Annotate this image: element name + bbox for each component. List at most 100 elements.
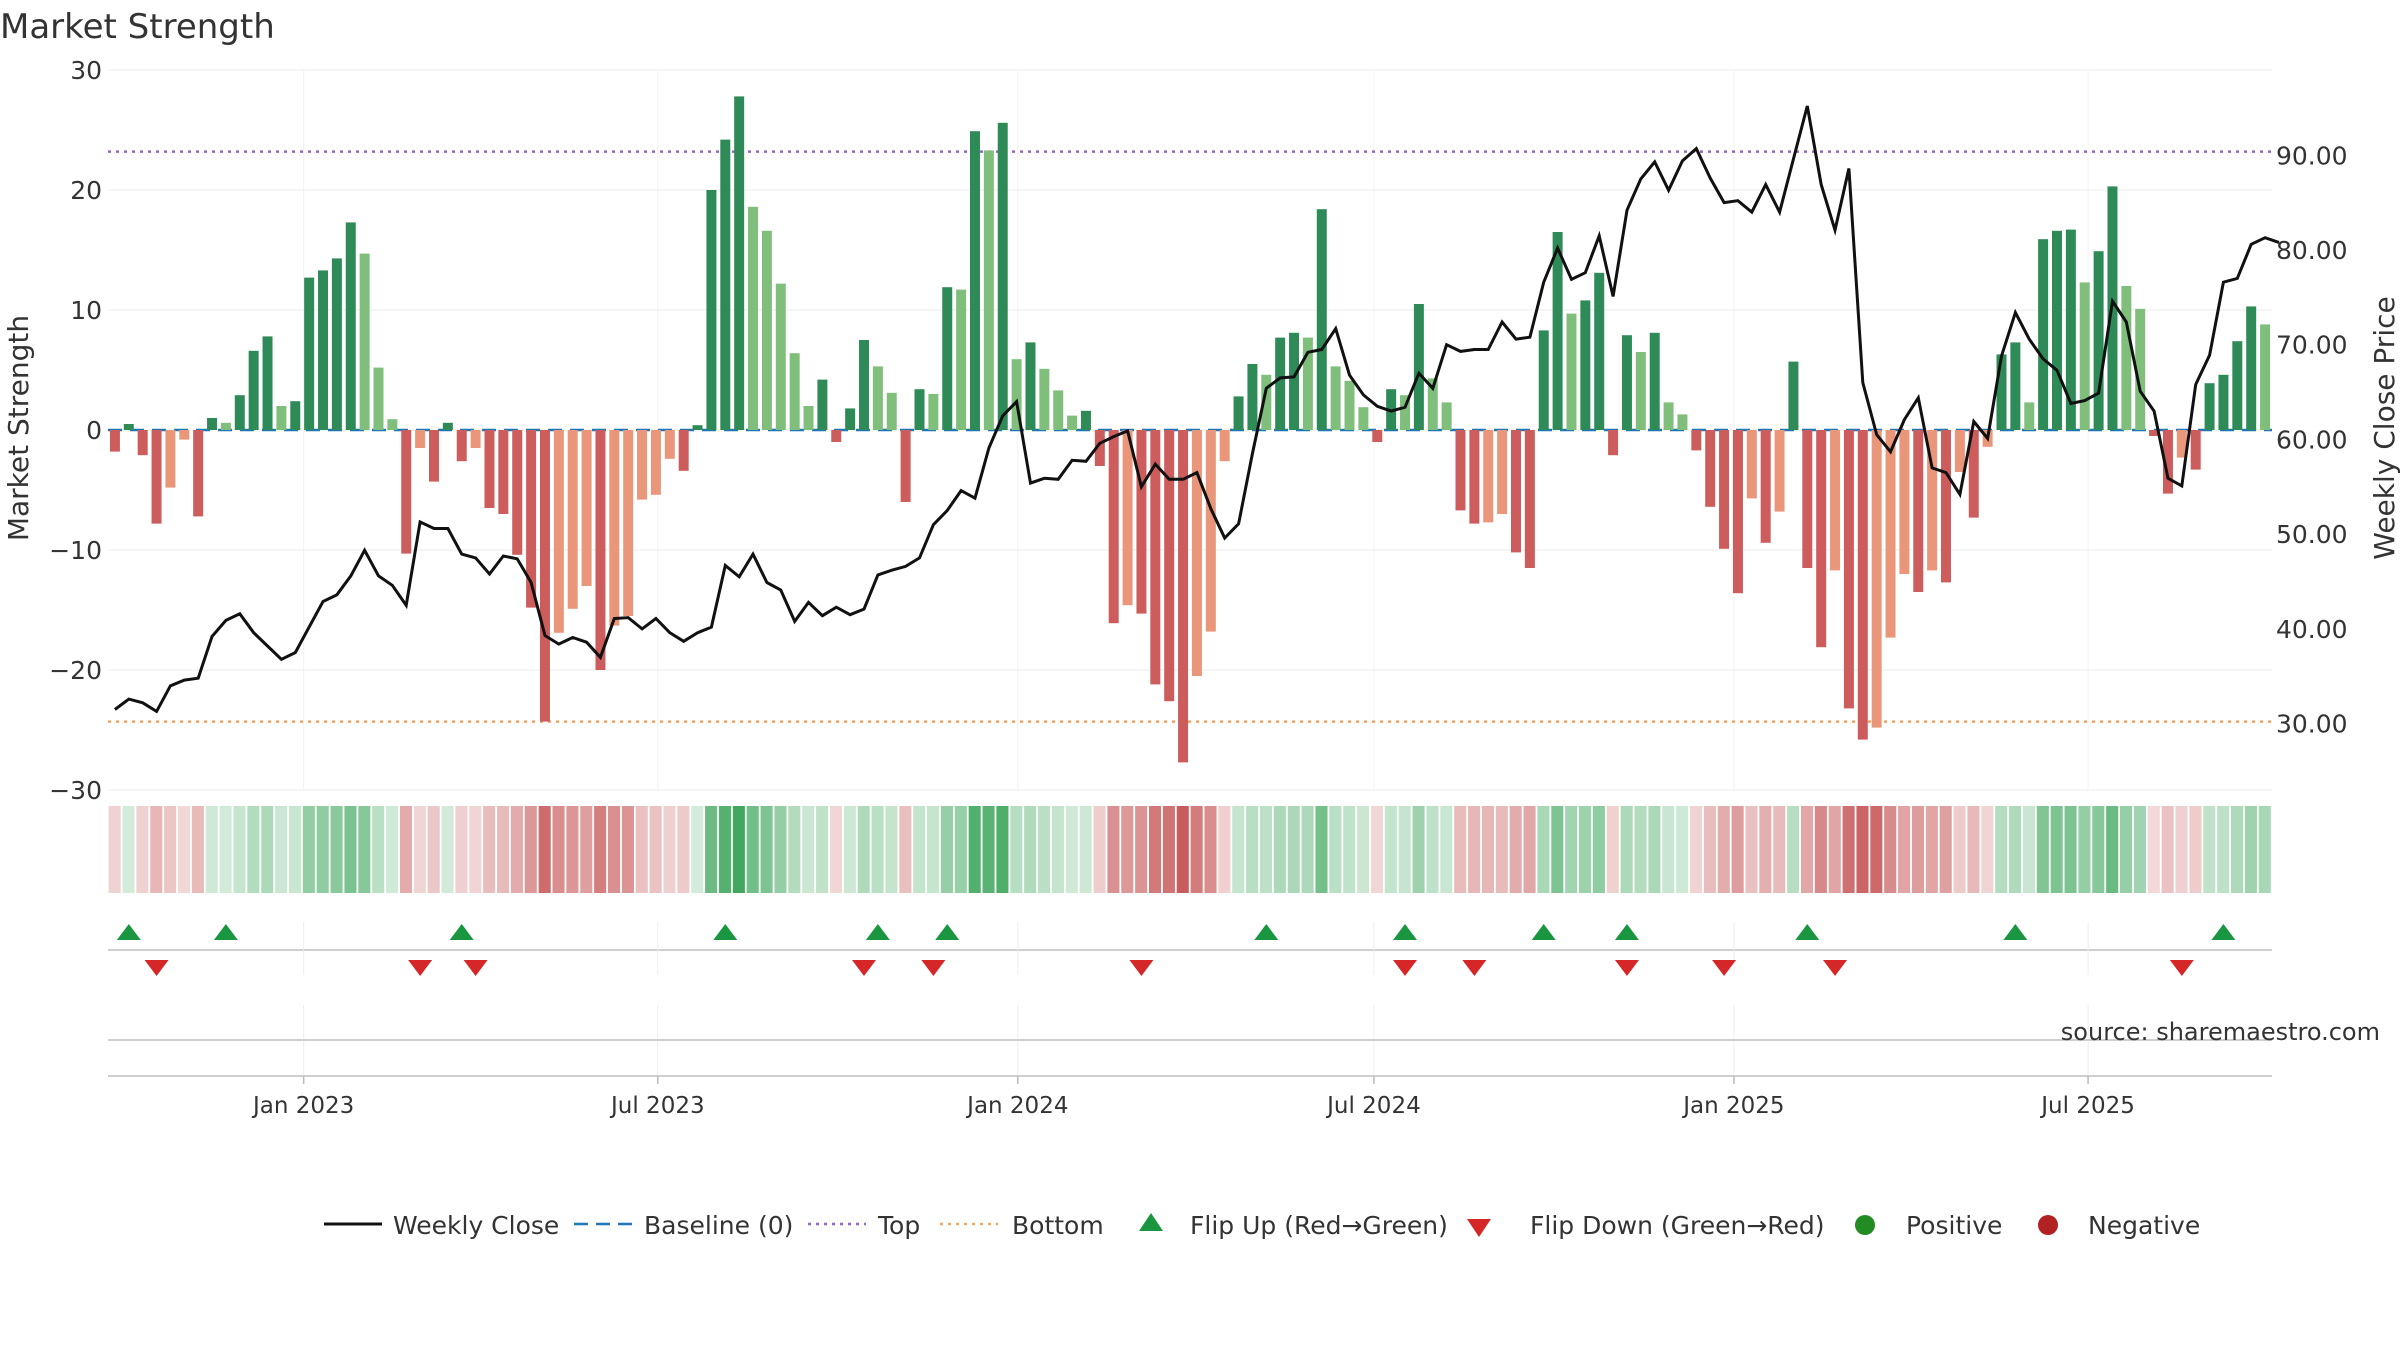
strength-bar (248, 350, 259, 430)
heat-cell (1426, 806, 1439, 893)
heat-cell (1176, 806, 1189, 893)
legend-negative: Negative (2088, 1211, 2200, 1240)
heat-cell (219, 806, 232, 893)
legend-top: Top (877, 1211, 920, 1240)
strength-bar (817, 379, 828, 430)
legend-flip-up-swatch (1139, 1213, 1163, 1231)
legend-positive: Positive (1906, 1211, 2002, 1240)
strength-bar (220, 422, 231, 430)
strength-bar (1788, 361, 1799, 430)
strength-bar (526, 430, 537, 608)
heat-cell (150, 806, 163, 893)
strength-bar (1802, 430, 1813, 568)
heat-cell (316, 806, 329, 893)
flip-up-marker (1614, 924, 1639, 940)
flip-down-marker (921, 960, 946, 976)
heat-cell (1384, 806, 1397, 893)
heat-cell (802, 806, 815, 893)
strength-bar (1677, 414, 1688, 430)
heat-cell (2106, 806, 2119, 893)
strength-bar (1816, 430, 1827, 648)
heat-cell (2036, 806, 2049, 893)
heat-cell (1468, 806, 1481, 893)
heat-cell (164, 806, 177, 893)
heat-cell (954, 806, 967, 893)
strength-bar (345, 222, 356, 430)
strength-bar (886, 392, 897, 430)
heat-cell (399, 806, 412, 893)
strength-bar (331, 258, 342, 430)
heat-cell (1759, 806, 1772, 893)
heat-cell (469, 806, 482, 893)
strength-bar (151, 430, 162, 524)
heat-cell (2133, 806, 2146, 893)
reference-lines (108, 150, 2272, 723)
strength-bar (2079, 282, 2090, 430)
heat-cell (1620, 806, 1633, 893)
heat-cell (538, 806, 551, 893)
heat-cell (372, 806, 385, 893)
heat-cell (2217, 806, 2230, 893)
y2-tick-label: 40.00 (2276, 615, 2348, 644)
heat-cell (1842, 806, 1855, 893)
strength-bar (1233, 396, 1244, 430)
heat-cell (871, 806, 884, 893)
flip-down-marker (1614, 960, 1639, 976)
heat-cell (1495, 806, 1508, 893)
heat-cell (1440, 806, 1453, 893)
strength-bar (2024, 402, 2035, 430)
strength-bar (1080, 410, 1091, 430)
strength-bar (2232, 341, 2243, 430)
strength-bar (1455, 430, 1466, 511)
strength-bar (553, 430, 564, 633)
strength-bar (1025, 342, 1036, 430)
heat-cell (191, 806, 204, 893)
strength-bar (415, 430, 426, 448)
strength-bar (1635, 352, 1646, 430)
strength-bar (1871, 430, 1882, 728)
heat-cell (2120, 806, 2133, 893)
y-tick-label: −10 (49, 536, 102, 565)
heat-cell (1537, 806, 1550, 893)
heat-cell (177, 806, 191, 893)
heat-cell (2064, 806, 2077, 893)
heat-cell (732, 806, 745, 893)
heat-cell (1565, 806, 1578, 893)
strength-bar (595, 430, 606, 670)
heat-cell (1412, 806, 1425, 893)
flip-up-marker (2003, 924, 2028, 940)
heat-cell (1343, 806, 1356, 893)
strength-bar (1608, 430, 1619, 456)
heat-cell (2022, 806, 2035, 893)
legend-flip-down: Flip Down (Green→Red) (1530, 1211, 1825, 1240)
strength-bar (609, 430, 620, 626)
strength-bar (1524, 430, 1535, 568)
legend-weekly-close: Weekly Close (393, 1211, 559, 1240)
y2-axis-label: Weekly Close Price (2368, 296, 2400, 559)
heat-cell (718, 806, 732, 893)
strength-bar (872, 366, 883, 430)
x-axis: Jan 2023 Jul 2023 Jan 2024 Jul 2024 Jan 2025… (251, 1076, 2135, 1119)
y2-tick-label: 80.00 (2276, 236, 2348, 265)
strength-bar (1178, 430, 1189, 763)
flip-up-marker (1531, 924, 1556, 940)
heat-cell (122, 806, 135, 893)
strength-bar (1039, 368, 1050, 430)
strength-bars (109, 96, 2271, 763)
strength-bar (539, 430, 550, 722)
bottom-panel (108, 1005, 2272, 1077)
heat-cell (1884, 806, 1897, 893)
strength-bar (1400, 395, 1411, 430)
legend-bottom: Bottom (1012, 1211, 1104, 1240)
strength-bar (928, 394, 939, 430)
strength-bar (664, 430, 675, 459)
strength-bar (1954, 430, 1965, 472)
strength-bar (1302, 337, 1313, 430)
heat-cell (2078, 806, 2091, 893)
heat-cell (1800, 806, 1814, 893)
flip-down-marker (1712, 960, 1737, 976)
strength-bar (720, 139, 731, 430)
strength-bar (290, 401, 301, 430)
strength-bar (2121, 286, 2132, 430)
heat-cell (205, 806, 218, 893)
